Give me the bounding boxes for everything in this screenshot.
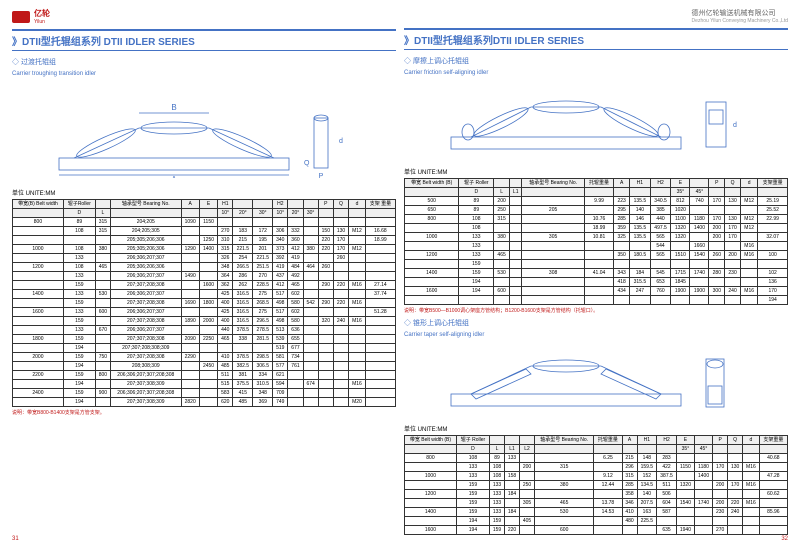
page-left: 31	[12, 536, 19, 542]
logo-cn: 亿轮	[34, 8, 50, 19]
right-sub2-cn: ◇ 锥形上调心托辊组	[404, 318, 788, 328]
left-diagram: B A d P Q	[12, 79, 396, 182]
right-sub1-en: Carrier friction self-aligning idler	[404, 70, 788, 76]
right-sub1-cn: ◇ 摩擦上调心托辊组	[404, 56, 788, 66]
left-title: 》DTII型托辊组系列 DTII IDLER SERIES	[12, 37, 195, 48]
right-diagram2	[404, 340, 788, 418]
left-sub-en: Carrier troughing transition idler	[12, 71, 396, 77]
right-title: 》DTII型托辊组系列DTII IDLER SERIES	[404, 36, 584, 47]
company-cn: 德州亿轮输送机械有限公司	[692, 8, 788, 18]
right-unit1: 单位 UNITE:MM	[404, 167, 788, 176]
right-sub2-en: Carrier taper self-aligning idler	[404, 332, 788, 338]
company-en: Dezhou Yilun Conveying Machinery Co.,Ltd	[692, 18, 788, 24]
left-table: 带宽(B) Belt width辊子Roller轴承型号 Bearing No.…	[12, 199, 396, 407]
left-note: 说明：带宽B800-B1400支架是方管支架。	[12, 409, 396, 416]
right-diagram1: d	[404, 78, 788, 161]
logo-icon	[12, 11, 30, 23]
right-note1: 说明：带宽B500—B1000调心架座方管结构；B1200-B1600支架是方管…	[404, 307, 788, 314]
svg-text:d: d	[733, 122, 737, 129]
svg-text:B: B	[171, 103, 176, 112]
svg-text:P: P	[319, 173, 324, 178]
svg-text:A: A	[172, 176, 177, 178]
left-sub-cn: ◇ 过渡托辊组	[12, 57, 396, 67]
svg-text:Q: Q	[304, 160, 310, 167]
page-right: 32	[781, 536, 788, 542]
svg-text:d: d	[339, 138, 343, 145]
right-unit2: 单位 UNITE:MM	[404, 424, 788, 433]
right-table1: 带宽 Belt width (B)辊子 Roller轴承型号 Bearing N…	[404, 178, 788, 305]
right-table2: 带宽 Belt width (B)辊子 Roller轴承型号 Bearing N…	[404, 435, 788, 535]
left-unit: 单位 UNITE:MM	[12, 188, 396, 197]
logo-en: Yilun	[34, 19, 50, 25]
